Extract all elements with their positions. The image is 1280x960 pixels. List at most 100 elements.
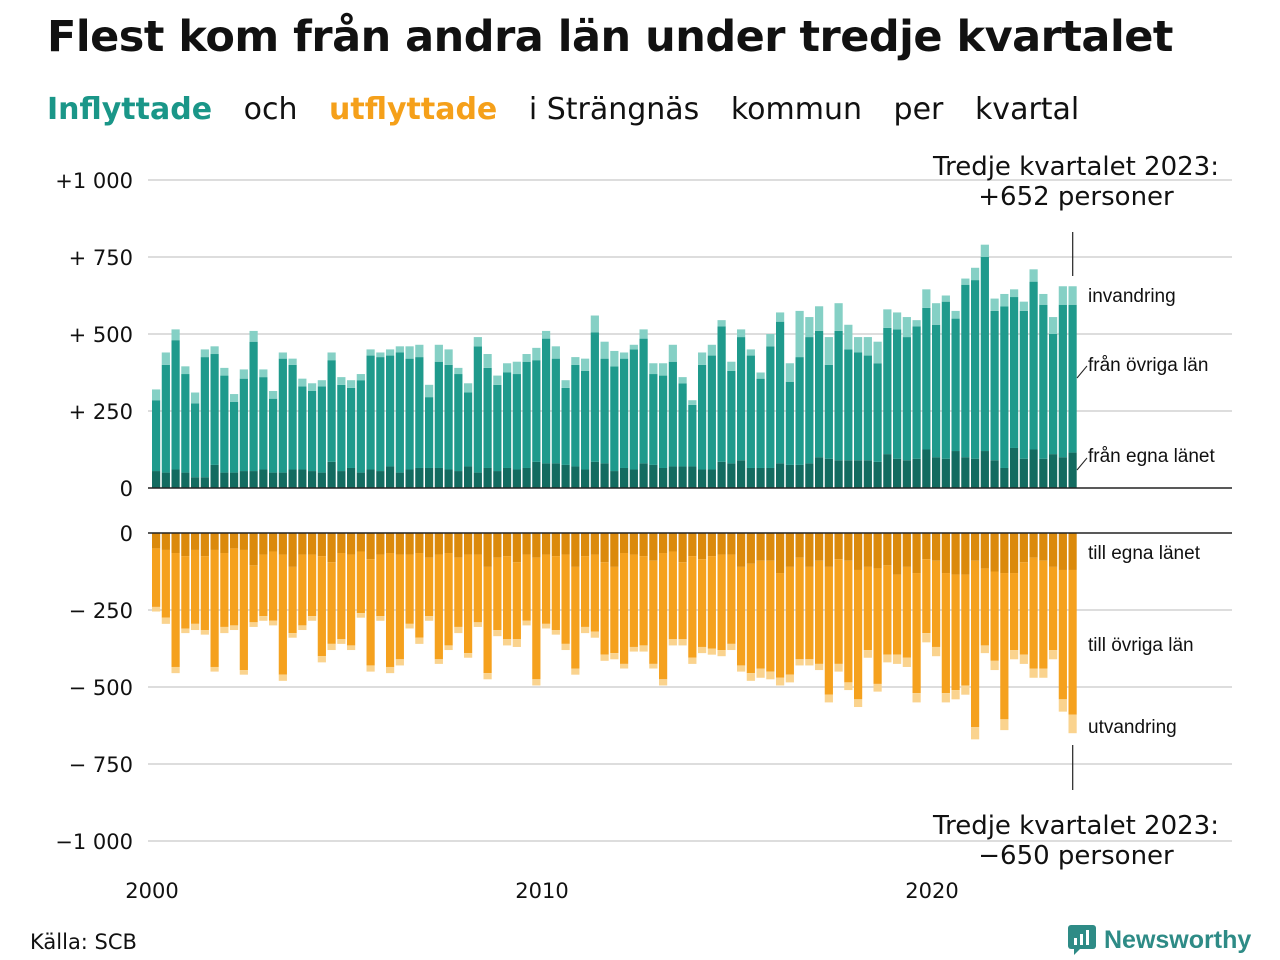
bar-out — [785, 566, 794, 675]
bar-out — [678, 562, 687, 640]
legend-fran-ovriga-lan: från övriga län — [1088, 355, 1208, 376]
bar-in — [464, 466, 473, 488]
bar-out — [746, 673, 755, 681]
bar-out — [152, 548, 161, 607]
bar-in — [824, 337, 833, 365]
bar-in — [551, 346, 560, 359]
bar-out — [707, 533, 716, 557]
bar-out — [230, 548, 239, 626]
bar-in — [590, 332, 599, 462]
bar-in — [249, 471, 258, 488]
bar-in — [454, 367, 463, 375]
bar-in — [161, 472, 170, 488]
bar-out — [659, 679, 668, 686]
bar-out — [1068, 533, 1077, 570]
bar-in — [707, 469, 716, 488]
bar-in — [200, 357, 209, 478]
bar-out — [561, 554, 570, 644]
bar-in — [1029, 281, 1038, 450]
bar-out — [220, 533, 229, 554]
bar-out — [376, 616, 385, 621]
bar-in — [717, 461, 726, 488]
bar-out — [551, 533, 560, 557]
bar-out — [737, 566, 746, 666]
bar-in — [844, 349, 853, 461]
bar-out — [152, 533, 161, 549]
legend-fran-egna-lanet: från egna länet — [1088, 446, 1215, 467]
bar-in — [1010, 289, 1019, 298]
bar-in — [317, 386, 326, 473]
bar-in — [512, 361, 521, 375]
bar-in — [347, 387, 356, 468]
bar-in — [581, 469, 590, 488]
bar-out — [688, 657, 697, 664]
bar-in — [844, 460, 853, 488]
bar-out — [873, 568, 882, 684]
bar-out — [1058, 533, 1067, 570]
subtitle-inflyttade: Inflyttade — [47, 92, 213, 127]
bar-in — [961, 278, 970, 285]
bar-out — [746, 563, 755, 674]
bar-out — [756, 668, 765, 678]
bar-in — [766, 346, 775, 468]
bar-out — [922, 533, 931, 560]
bar-in — [220, 472, 229, 488]
bar-out — [483, 566, 492, 674]
bar-out — [317, 533, 326, 557]
bar-out — [1049, 533, 1058, 567]
y-tick-label: + 750 — [69, 246, 133, 270]
bar-out — [171, 553, 180, 667]
bar-in — [668, 361, 677, 467]
bar-out — [493, 533, 502, 558]
bar-out — [659, 533, 668, 554]
bar-out — [1068, 714, 1077, 734]
subtitle-word: kvartal — [974, 92, 1080, 127]
bar-out — [737, 665, 746, 672]
bar-in — [971, 280, 980, 459]
bar-out — [1058, 569, 1067, 700]
bar-out — [278, 554, 287, 675]
bar-in — [805, 317, 814, 338]
bar-in — [922, 449, 931, 488]
bar-out — [629, 533, 638, 555]
bar-out — [405, 533, 414, 555]
bar-out — [337, 553, 346, 640]
bar-out — [512, 533, 521, 563]
bar-in — [893, 458, 902, 488]
y-tick-label: 0 — [120, 522, 133, 546]
bar-in — [941, 301, 950, 459]
bar-in — [600, 463, 609, 488]
bar-in — [590, 461, 599, 488]
bar-in — [766, 334, 775, 347]
bar-out — [347, 554, 356, 646]
bar-in — [1019, 310, 1028, 459]
bar-in — [688, 400, 697, 405]
bar-in — [230, 472, 239, 488]
bar-in — [152, 471, 161, 488]
bar-out — [191, 623, 200, 631]
bar-out — [902, 533, 911, 567]
bar-in — [863, 355, 872, 461]
bar-in — [210, 346, 219, 355]
bar-out — [688, 533, 697, 557]
bar-in — [854, 352, 863, 461]
bar-out — [844, 560, 853, 683]
bar-in — [288, 358, 297, 365]
bar-in — [191, 477, 200, 488]
bar-in — [454, 471, 463, 488]
bar-out — [912, 573, 921, 694]
bar-in — [581, 370, 590, 470]
bar-out — [376, 554, 385, 617]
bar-in — [971, 267, 980, 281]
bar-in — [883, 454, 892, 488]
annotation-bottom-line1: Tredje kvartalet 2023: — [932, 811, 1219, 841]
bar-out — [249, 622, 258, 627]
bar-in — [639, 338, 648, 464]
bar-in — [181, 374, 190, 473]
bar-in — [522, 361, 531, 468]
bar-out — [854, 533, 863, 570]
bar-out — [834, 533, 843, 560]
bar-out — [961, 685, 970, 695]
bar-in — [191, 392, 200, 404]
bar-out — [961, 574, 970, 686]
